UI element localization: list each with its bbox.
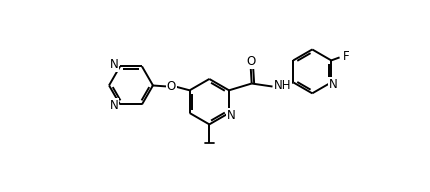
Text: N: N — [329, 78, 338, 91]
Text: N: N — [109, 58, 118, 71]
Text: O: O — [167, 80, 176, 93]
Text: N: N — [227, 109, 235, 122]
Text: N: N — [109, 99, 118, 113]
Text: NH: NH — [274, 79, 292, 92]
Text: F: F — [343, 50, 349, 63]
Text: O: O — [246, 55, 255, 68]
